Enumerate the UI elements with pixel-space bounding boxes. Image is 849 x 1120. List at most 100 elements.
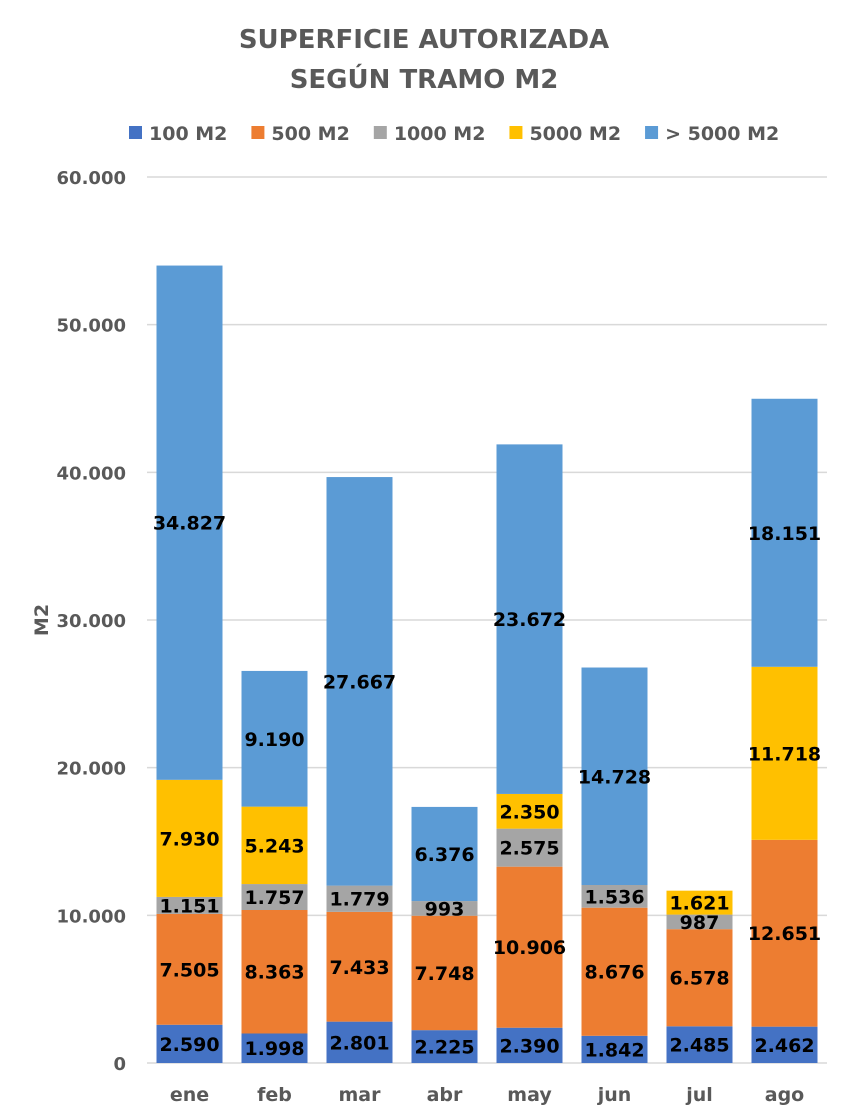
data-label: 8.676 (584, 962, 644, 984)
bar-segment (411, 915, 478, 1031)
bar-segment (751, 666, 818, 840)
legend-swatch (129, 126, 142, 139)
legend-swatch (509, 126, 523, 139)
bar-segment (326, 477, 393, 886)
bar-segment (581, 885, 648, 908)
bar-segment (411, 901, 478, 916)
data-label: 5.243 (244, 835, 304, 857)
bar-segment (751, 839, 818, 1027)
bar-segment (666, 1026, 733, 1063)
data-label: 7.505 (159, 959, 219, 981)
x-category-label: ago (765, 1084, 804, 1106)
data-label: 1.842 (584, 1039, 644, 1061)
data-label: 2.390 (499, 1035, 559, 1057)
data-label: 1.779 (329, 889, 389, 911)
data-label: 7.748 (414, 963, 474, 985)
data-label: 2.225 (414, 1037, 474, 1059)
x-axis-categories: ene feb mar abr may jun jul ago (170, 1084, 804, 1106)
legend-swatch (645, 126, 659, 139)
legend-label: 1000 M2 (394, 123, 486, 145)
data-label: 1.757 (244, 887, 304, 909)
bar-segment (496, 828, 563, 867)
x-category-label: mar (339, 1084, 382, 1106)
legend-label: 100 M2 (149, 123, 227, 145)
bar-segment (581, 667, 648, 886)
data-label: 1.151 (159, 895, 219, 917)
bar-segment (496, 793, 563, 829)
bars: 2.590 7.505 1.151 7.930 34.827 1.998 8.363 1.75… (153, 265, 821, 1063)
legend-swatch (251, 126, 265, 139)
bar-segment (581, 1035, 648, 1063)
bar-segment (496, 1027, 563, 1063)
data-label: 2.575 (499, 838, 559, 860)
data-label: 9.190 (244, 729, 304, 751)
bar-segment (751, 398, 818, 667)
data-label: 7.930 (159, 828, 219, 850)
data-label: 14.728 (578, 766, 651, 788)
data-label: 10.906 (493, 937, 566, 959)
bar-segment (496, 444, 563, 794)
y-tick-label: 20.000 (57, 759, 126, 780)
bar-segment (156, 265, 223, 780)
bar-segment (241, 806, 308, 885)
data-label: 2.485 (669, 1035, 729, 1057)
x-category-label: abr (427, 1084, 463, 1106)
data-label: 2.350 (499, 801, 559, 823)
data-label: 993 (425, 898, 465, 920)
x-category-label: ene (170, 1084, 209, 1106)
bar-segment (241, 884, 308, 911)
data-label: 1.536 (584, 886, 644, 908)
y-tick-label: 30.000 (57, 611, 126, 632)
bar-segment (581, 907, 648, 1036)
bar-segment (666, 914, 733, 930)
data-label: 6.578 (669, 968, 729, 990)
data-label: 11.718 (748, 743, 821, 765)
data-label: 27.667 (323, 671, 396, 693)
y-axis-ticks: 0 10.000 20.000 30.000 40.000 50.000 60.000 (57, 168, 126, 1075)
y-tick-label: 60.000 (57, 168, 126, 189)
bar-segment (156, 896, 223, 914)
bar-segment (241, 910, 308, 1034)
data-label: 6.376 (414, 844, 474, 866)
data-label: 1.621 (669, 893, 729, 915)
bar-segment (326, 1021, 393, 1063)
y-tick-label: 10.000 (57, 906, 126, 927)
data-label: 12.651 (748, 923, 821, 945)
x-category-label: jul (685, 1084, 713, 1106)
y-axis-label: M2 (31, 604, 53, 636)
bar-segment (156, 1024, 223, 1063)
data-label: 987 (680, 912, 720, 934)
data-label: 2.590 (159, 1034, 219, 1056)
bar-segment (666, 929, 733, 1027)
y-tick-label: 50.000 (57, 316, 126, 337)
legend: 100 M2 500 M2 1000 M2 5000 M2 > 5000 M2 (129, 123, 779, 145)
x-category-label: feb (257, 1084, 292, 1106)
x-category-label: jun (597, 1084, 632, 1106)
legend-swatch (373, 126, 387, 139)
bar-segment (156, 779, 223, 897)
data-label: 18.151 (748, 523, 821, 545)
bar-segment (411, 806, 478, 902)
bar-segment (326, 911, 393, 1022)
bar-segment (156, 913, 223, 1025)
bar-segment (241, 1033, 308, 1063)
data-label: 23.672 (493, 609, 566, 631)
bar-segment (326, 885, 393, 912)
data-label: 1.998 (244, 1038, 304, 1060)
bar-segment (241, 670, 308, 807)
data-label: 34.827 (153, 513, 226, 535)
legend-label: > 5000 M2 (665, 123, 779, 145)
data-label: 7.433 (329, 957, 389, 979)
legend-label: 500 M2 (271, 123, 349, 145)
bar-segment (751, 1026, 818, 1063)
x-category-label: may (507, 1084, 552, 1106)
bar-segment (666, 890, 733, 915)
chart-subtitle: SEGÚN TRAMO M2 (290, 63, 559, 95)
bar-segment (496, 866, 563, 1028)
y-tick-label: 40.000 (57, 463, 126, 484)
legend-label: 5000 M2 (529, 123, 621, 145)
data-label: 8.363 (244, 962, 304, 984)
y-tick-label: 0 (113, 1054, 126, 1075)
bar-segment (411, 1030, 478, 1063)
